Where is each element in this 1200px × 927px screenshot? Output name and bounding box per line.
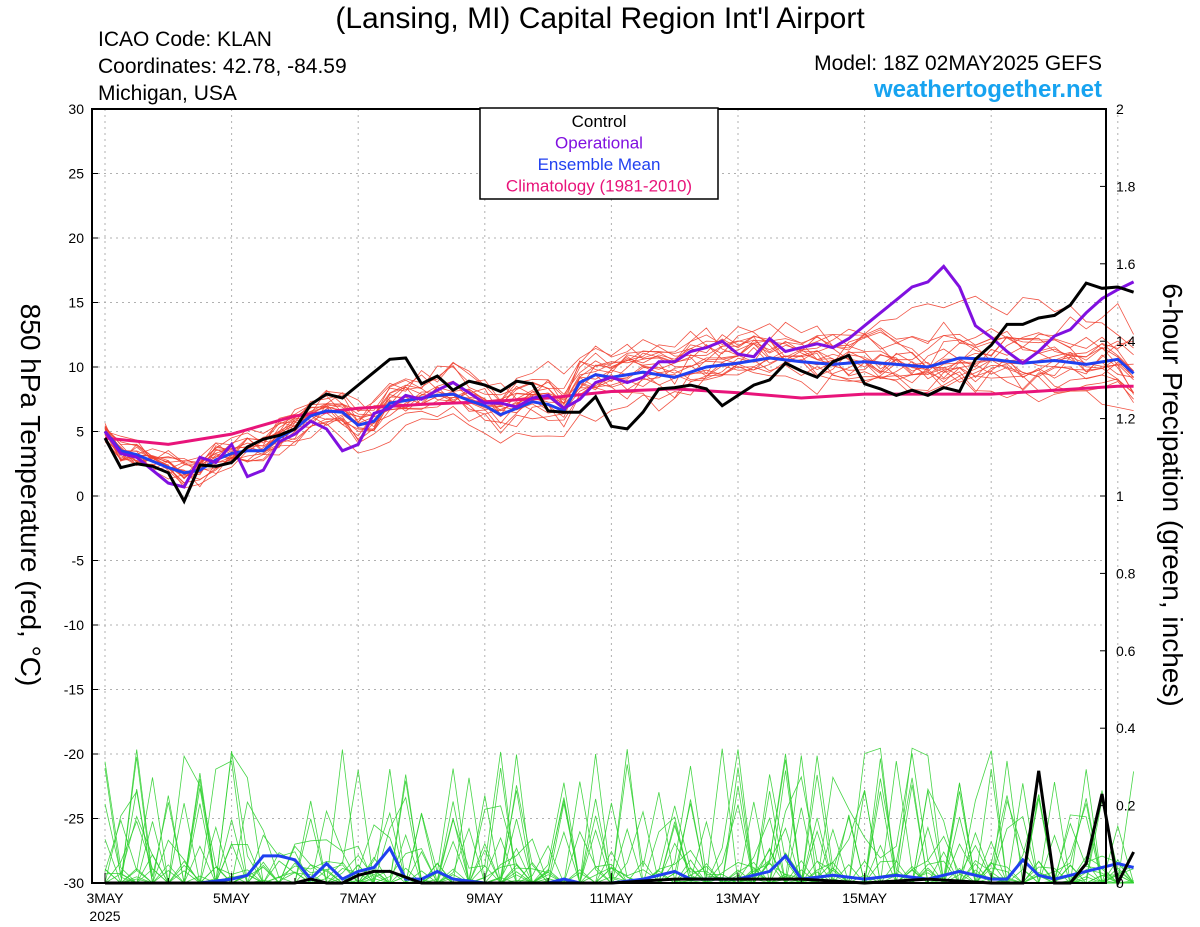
legend-entry: Operational	[555, 134, 643, 153]
control-line	[103, 281, 1135, 505]
y-tick-label-left: 5	[76, 424, 84, 440]
x-tick-label: 11MAY	[589, 890, 633, 906]
climatology-line	[104, 384, 1134, 446]
y-tick-label-right: 0.8	[1116, 565, 1136, 581]
region: Michigan, USA	[98, 82, 237, 105]
grid	[92, 109, 1119, 883]
x-tick-label: 9MAY	[466, 890, 504, 906]
y-tick-label-right: 2	[1116, 101, 1124, 117]
x-year-label: 2025	[89, 908, 120, 924]
model-run: Model: 18Z 02MAY2025 GEFS	[814, 52, 1102, 75]
y-tick-label-right: 1.4	[1116, 333, 1136, 349]
axis-ticks: 302520151050-5-10-15-20-25-3021.81.61.41…	[64, 101, 1136, 924]
y-tick-label-left: -30	[64, 875, 84, 891]
plot-frame	[91, 108, 1107, 884]
temperature-member-line	[104, 336, 1134, 480]
precip-mean-line	[105, 845, 1134, 885]
y-tick-label-right: 1.2	[1116, 411, 1136, 427]
operational-line	[103, 264, 1135, 489]
y-tick-label-right: 1	[1116, 488, 1124, 504]
x-tick-label: 3MAY	[86, 890, 124, 906]
y-tick-label-right: 0.6	[1116, 643, 1136, 659]
precip-member-line	[105, 754, 1134, 885]
legend: Control Operational Ensemble Mean Climatolo…	[479, 107, 719, 200]
y-tick-label-right: 0	[1116, 875, 1124, 891]
legend-box	[479, 107, 719, 200]
y-tick-label-left: -10	[64, 617, 84, 633]
y-tick-label-left: -25	[64, 811, 84, 827]
legend-entry: Climatology (1981-2010)	[506, 177, 692, 196]
x-tick-label: 5MAY	[213, 890, 251, 906]
y-tick-label-right: 0.2	[1116, 798, 1136, 814]
y-tick-label-left: -5	[72, 553, 85, 569]
temperature-mean-line	[103, 356, 1135, 475]
precip-member-line	[104, 747, 1134, 884]
ensemble-members	[104, 295, 1134, 885]
y-tick-label-left: 15	[68, 295, 84, 311]
y-tick-label-left: 0	[76, 488, 84, 504]
y-tick-label-right: 0.4	[1116, 720, 1136, 736]
chart-title: (Lansing, MI) Capital Region Int'l Airpo…	[335, 2, 865, 35]
x-tick-label: 13MAY	[716, 890, 762, 906]
x-tick-label: 17MAY	[969, 890, 1015, 906]
x-tick-label: 7MAY	[340, 890, 378, 906]
y-tick-label-left: -15	[64, 682, 84, 698]
y-tick-label-left: -20	[64, 746, 84, 762]
site-link[interactable]: weathertogether.net	[873, 76, 1102, 103]
temperature-member-line	[104, 347, 1134, 462]
legend-entry: Control	[572, 112, 627, 131]
y-tick-label-left: 10	[68, 359, 84, 375]
y-tick-label-right: 1.8	[1116, 178, 1136, 194]
y-tick-label-right: 1.6	[1116, 256, 1136, 272]
icao-code: ICAO Code: KLAN	[98, 28, 272, 51]
x-tick-label: 15MAY	[842, 890, 888, 906]
legend-entry: Ensemble Mean	[538, 155, 661, 174]
y-tick-label-left: 20	[68, 230, 84, 246]
temperature-member-line	[104, 326, 1134, 474]
y-tick-label-left: 30	[68, 101, 84, 117]
y-tick-label-left: 25	[68, 166, 84, 182]
coordinates: Coordinates: 42.78, -84.59	[98, 55, 347, 78]
